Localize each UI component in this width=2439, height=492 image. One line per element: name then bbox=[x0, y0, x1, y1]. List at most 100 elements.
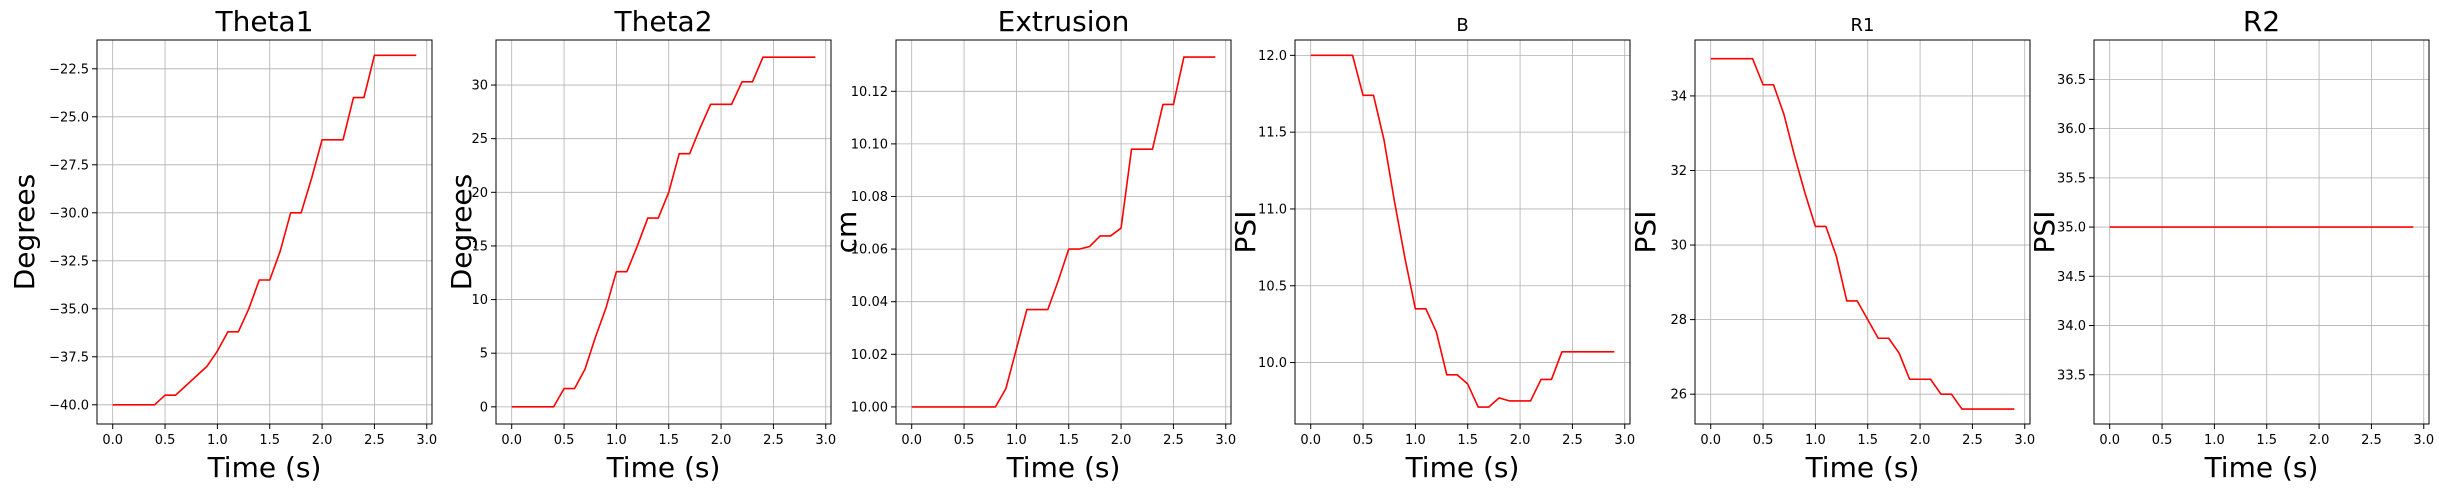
y-tick-label: 10.02 bbox=[851, 348, 888, 363]
y-tick-label: −37.5 bbox=[49, 350, 89, 365]
plot-frame bbox=[895, 39, 1232, 425]
x-tick-label: 0.0 bbox=[1300, 433, 1321, 448]
y-tick-label: 34.5 bbox=[2057, 270, 2086, 285]
x-axis-label: Time (s) bbox=[606, 451, 721, 484]
x-tick-label: 3.0 bbox=[1614, 433, 1635, 448]
y-tick-label: 35.0 bbox=[2057, 221, 2086, 236]
y-tick-label: 36.5 bbox=[2057, 73, 2086, 88]
plot-frame bbox=[1694, 39, 2031, 425]
y-tick-label: 10.10 bbox=[851, 137, 888, 152]
y-axis-label: PSI bbox=[1629, 211, 1662, 254]
x-tick-label: 1.0 bbox=[1006, 433, 1027, 448]
x-axis-label: Time (s) bbox=[1006, 451, 1121, 484]
y-tick-label: −35.0 bbox=[49, 302, 89, 317]
chart-title: R2 bbox=[2243, 5, 2280, 38]
chart-panel-4: 0.0 0.5 1.0 1.5 2.0 2.5 3.0 10.0 10.5 11.0 11.5 12.… bbox=[1229, 15, 1635, 484]
chart-panel-3: 0.0 0.5 1.0 1.5 2.0 2.5 3.0 10.00 10.02 10.04 10.0… bbox=[830, 5, 1236, 484]
x-axis-label: Time (s) bbox=[2204, 451, 2319, 484]
x-tick-label: 1.5 bbox=[1857, 433, 1878, 448]
y-tick-label: 20 bbox=[471, 186, 488, 201]
x-tick-label: 0.0 bbox=[102, 433, 123, 448]
y-tick-label: −32.5 bbox=[49, 254, 89, 269]
x-tick-label: 1.5 bbox=[2256, 433, 2277, 448]
x-tick-label: 1.5 bbox=[1457, 433, 1478, 448]
y-tick-label: 28 bbox=[1670, 313, 1687, 328]
x-tick-label: 2.0 bbox=[2309, 433, 2330, 448]
chart-title: Theta1 bbox=[214, 5, 313, 38]
chart-title: Extrusion bbox=[998, 5, 1130, 38]
x-tick-label: 2.5 bbox=[1562, 433, 1583, 448]
chart-title: B bbox=[1456, 15, 1468, 36]
y-axis-label: PSI bbox=[1229, 211, 1262, 254]
plot-frame bbox=[495, 39, 832, 425]
y-tick-label: 10.0 bbox=[1258, 356, 1287, 371]
x-tick-label: 0.5 bbox=[1353, 433, 1374, 448]
chart-title: Theta2 bbox=[613, 5, 712, 38]
plot-frame bbox=[2093, 39, 2430, 425]
y-tick-label: 26 bbox=[1670, 388, 1687, 403]
y-tick-label: 32 bbox=[1670, 164, 1687, 179]
y-tick-label: −40.0 bbox=[49, 398, 89, 413]
x-tick-label: 1.5 bbox=[658, 433, 679, 448]
y-tick-label: 5 bbox=[480, 347, 488, 362]
chart-panel-5: 0.0 0.5 1.0 1.5 2.0 2.5 3.0 26 28 30 32 34 R1 Time (s… bbox=[1629, 15, 2035, 484]
plot-frame bbox=[96, 39, 433, 425]
y-tick-label: −25.0 bbox=[49, 110, 89, 125]
x-tick-label: 2.0 bbox=[1111, 433, 1132, 448]
y-tick-label: 15 bbox=[471, 239, 488, 254]
x-tick-label: 1.0 bbox=[207, 433, 228, 448]
x-tick-label: 2.0 bbox=[312, 433, 333, 448]
x-tick-label: 2.5 bbox=[364, 433, 385, 448]
x-tick-label: 0.0 bbox=[501, 433, 522, 448]
x-axis-label: Time (s) bbox=[1805, 451, 1920, 484]
x-axis-label: Time (s) bbox=[1405, 451, 1520, 484]
x-tick-label: 0.5 bbox=[554, 433, 575, 448]
y-tick-label: 34.0 bbox=[2057, 319, 2086, 334]
x-tick-label: 0.0 bbox=[1700, 433, 1721, 448]
x-tick-label: 3.0 bbox=[815, 433, 836, 448]
y-tick-label: 10.06 bbox=[851, 243, 888, 258]
chart-panel-2: 0.0 0.5 1.0 1.5 2.0 2.5 3.0 0 5 10 15 20 25 30 Theta2 T… bbox=[445, 5, 836, 484]
y-tick-label: 11.0 bbox=[1258, 202, 1287, 217]
y-tick-label: 10 bbox=[471, 293, 488, 308]
x-tick-label: 0.5 bbox=[1753, 433, 1774, 448]
x-tick-label: 3.0 bbox=[2014, 433, 2035, 448]
chart-panel-6: 0.0 0.5 1.0 1.5 2.0 2.5 3.0 33.5 34.0 34.5 35.0 35.… bbox=[2028, 5, 2434, 484]
y-axis-label: PSI bbox=[2028, 211, 2061, 254]
x-tick-label: 1.0 bbox=[1805, 433, 1826, 448]
x-tick-label: 1.0 bbox=[606, 433, 627, 448]
x-tick-label: 0.5 bbox=[954, 433, 975, 448]
series-line-1 bbox=[511, 56, 816, 408]
y-tick-label: 30 bbox=[1670, 239, 1687, 254]
y-axis-label: cm bbox=[830, 211, 863, 254]
x-tick-label: 2.5 bbox=[1163, 433, 1184, 448]
y-tick-label: 35.5 bbox=[2057, 171, 2086, 186]
y-tick-label: 11.5 bbox=[1258, 126, 1287, 141]
x-tick-label: 0.0 bbox=[901, 433, 922, 448]
chart-panel-1: 0.0 0.5 1.0 1.5 2.0 2.5 3.0 −40.0 −37.5 −35.0 −32.… bbox=[8, 5, 437, 484]
y-tick-label: 10.12 bbox=[851, 85, 888, 100]
y-axis-label: Degrees bbox=[445, 174, 478, 291]
x-axis-label: Time (s) bbox=[207, 451, 322, 484]
y-tick-label: 25 bbox=[471, 132, 488, 147]
x-tick-label: 2.0 bbox=[1510, 433, 1531, 448]
y-tick-label: 30 bbox=[471, 79, 488, 94]
x-tick-label: 3.0 bbox=[1215, 433, 1236, 448]
y-tick-label: −30.0 bbox=[49, 206, 89, 221]
y-tick-label: 12.0 bbox=[1258, 49, 1287, 64]
y-tick-label: 10.04 bbox=[851, 295, 888, 310]
y-tick-label: −22.5 bbox=[49, 62, 89, 77]
x-tick-label: 2.5 bbox=[2361, 433, 2382, 448]
series-line-1 bbox=[1710, 57, 2015, 410]
x-tick-label: 2.5 bbox=[1962, 433, 1983, 448]
x-tick-label: 3.0 bbox=[416, 433, 437, 448]
x-tick-label: 1.5 bbox=[1058, 433, 1079, 448]
y-tick-label: 0 bbox=[480, 400, 488, 415]
x-tick-label: 3.0 bbox=[2413, 433, 2434, 448]
y-tick-label: 10.00 bbox=[851, 400, 888, 415]
x-tick-label: 1.0 bbox=[1405, 433, 1426, 448]
y-tick-label: 10.5 bbox=[1258, 279, 1287, 294]
series-line-1 bbox=[112, 54, 417, 406]
x-tick-label: 2.5 bbox=[763, 433, 784, 448]
